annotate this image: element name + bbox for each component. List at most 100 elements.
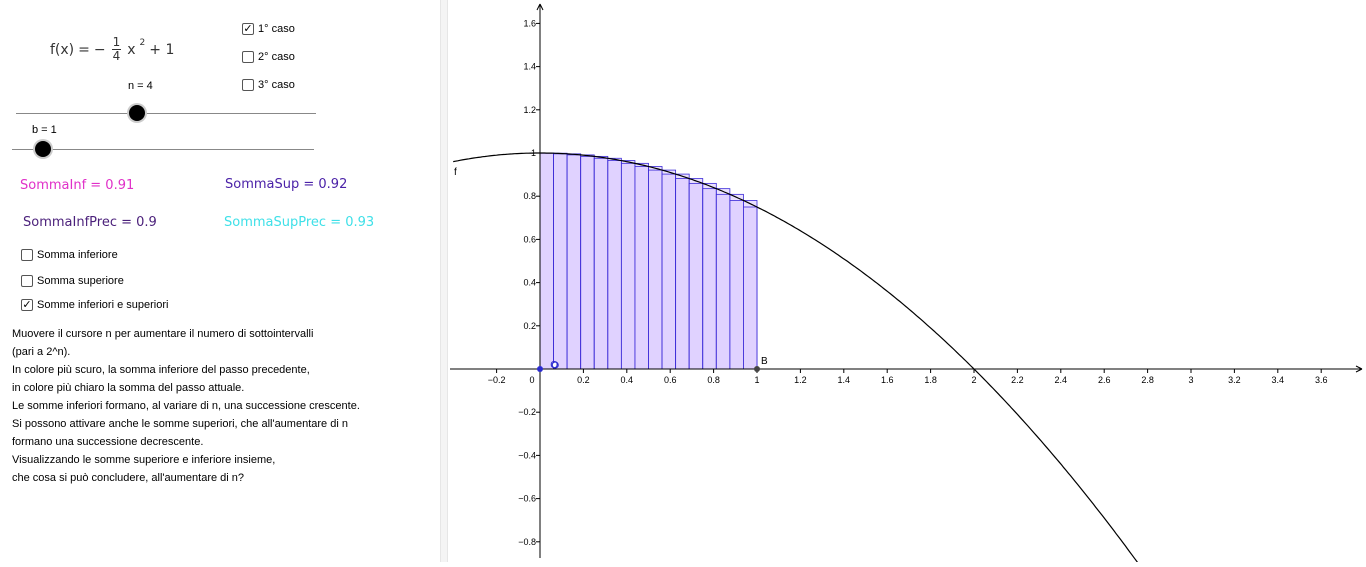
x-tick-label: 2.2 <box>1011 375 1024 385</box>
formula-fraction: 1 4 <box>111 35 122 63</box>
x-tick-label: 0.2 <box>577 375 590 385</box>
slider-b-track[interactable] <box>12 149 314 150</box>
x-tick-label: 1 <box>754 375 759 385</box>
x-tick-label: 1.2 <box>794 375 807 385</box>
point-b-label: B <box>761 356 768 367</box>
slider-b-knob[interactable] <box>35 141 51 157</box>
x-tick-label: 1.8 <box>924 375 937 385</box>
slider-n-label: n = 4 <box>128 80 153 92</box>
y-axis-arrow <box>536 3 544 11</box>
x-tick-label: 0.8 <box>707 375 720 385</box>
option-lower-checkbox[interactable]: Somma inferiore <box>21 249 118 261</box>
case-1-label: 1° caso <box>258 23 295 35</box>
case-2-box[interactable] <box>242 51 254 63</box>
case-1-checkbox[interactable]: ✓ 1° caso <box>242 23 295 35</box>
y-tick-label: 1.4 <box>523 62 536 72</box>
x-tick-label: 2.8 <box>1141 375 1154 385</box>
option-upper-checkbox[interactable]: Somma superiore <box>21 275 124 287</box>
x-tick-label: 2 <box>971 375 976 385</box>
somma-inf-prec-value: SommaInfPrec = 0.9 <box>23 215 157 230</box>
slider-b-label: b = 1 <box>32 124 57 136</box>
graphics-view[interactable]: −0.2 0 0.2 0.4 0.6 0.8 1 1.2 1.4 1.6 1.8 2 2.2 2.4 2.6… <box>448 0 1366 567</box>
somma-sup-value: SommaSup = 0.92 <box>225 177 348 192</box>
formula-power: 2 <box>139 37 146 48</box>
point-o <box>551 361 559 369</box>
y-tick-label: 0.2 <box>523 321 536 331</box>
instruction-line: formano una successione decrescente. <box>12 436 204 448</box>
point-a <box>537 366 543 372</box>
instruction-line: Le somme inferiori formano, al variare d… <box>12 400 360 412</box>
instruction-line: Si possono attivare anche le somme super… <box>12 418 348 430</box>
x-tick-label: 1.6 <box>881 375 894 385</box>
formula-variable: x <box>127 41 136 58</box>
instruction-line: Visualizzando le somme superiore e infer… <box>12 454 276 466</box>
case-1-box[interactable]: ✓ <box>242 23 254 35</box>
y-tick-label: 1.6 <box>523 18 536 28</box>
y-tick-label: 0.6 <box>523 234 536 244</box>
case-3-box[interactable] <box>242 79 254 91</box>
x-tick-label: −0.2 <box>488 375 506 385</box>
case-2-label: 2° caso <box>258 51 295 63</box>
x-tick-label: 1.4 <box>838 375 851 385</box>
lower-sum-rect <box>539 152 554 370</box>
x-tick-label: 3 <box>1188 375 1193 385</box>
lower-sum-rect <box>743 206 758 370</box>
x-axis-arrow <box>1355 365 1363 373</box>
tick-labels: −0.2 0 0.2 0.4 0.6 0.8 1 1.2 1.4 1.6 1.8 2 2.2 2.4 2.6… <box>488 18 1328 546</box>
slider-n-knob[interactable] <box>129 105 145 121</box>
x-tick-label: 3.2 <box>1228 375 1241 385</box>
instruction-line: in colore più chiaro la somma del passo … <box>12 382 245 394</box>
riemann-rectangles <box>539 152 758 370</box>
formula-sign: − <box>93 41 106 58</box>
option-upper-label: Somma superiore <box>37 275 124 287</box>
x-tick-label: 2.4 <box>1055 375 1068 385</box>
case-3-checkbox[interactable]: 3° caso <box>242 79 295 91</box>
lower-sum-rect <box>702 188 717 370</box>
case-2-checkbox[interactable]: 2° caso <box>242 51 295 63</box>
option-both-checkbox[interactable]: ✓ Somme inferiori e superiori <box>21 299 168 311</box>
instruction-line: In colore più scuro, la somma inferiore … <box>12 364 310 376</box>
option-upper-box[interactable] <box>21 275 33 287</box>
function-plot[interactable]: −0.2 0 0.2 0.4 0.6 0.8 1 1.2 1.4 1.6 1.8 2 2.2 2.4 2.6… <box>448 0 1366 567</box>
fraction-denominator: 4 <box>112 49 121 63</box>
lower-sum-rect <box>675 178 690 370</box>
axes <box>450 3 1363 558</box>
y-tick-label: 0.8 <box>523 191 536 201</box>
x-tick-label: 0.4 <box>621 375 634 385</box>
x-tick-label: 3.4 <box>1272 375 1285 385</box>
function-label: f <box>454 167 457 178</box>
x-tick-label: 2.6 <box>1098 375 1111 385</box>
lower-sum-rect <box>566 154 582 370</box>
option-both-label: Somme inferiori e superiori <box>37 299 169 311</box>
lower-sum-rect <box>593 157 609 370</box>
y-tick-label: −0.2 <box>518 407 536 417</box>
lower-sum-rect <box>634 166 649 370</box>
lower-sum-rect <box>661 173 677 370</box>
instructions-text: Muovere il cursore n per aumentare il nu… <box>12 325 432 487</box>
fraction-numerator: 1 <box>111 35 122 50</box>
point-b <box>754 366 760 372</box>
formula-eq: = <box>78 41 90 58</box>
lower-sum-rect <box>620 162 636 370</box>
slider-n-track[interactable] <box>16 113 316 114</box>
instruction-line: che cosa si può concludere, all'aumentar… <box>12 472 245 484</box>
option-lower-box[interactable] <box>21 249 33 261</box>
instruction-line: (pari a 2^n). <box>12 346 71 358</box>
points: f O B <box>454 167 768 372</box>
panel-divider[interactable] <box>440 0 448 562</box>
option-both-box[interactable]: ✓ <box>21 299 33 311</box>
lower-sum-rect <box>715 193 731 370</box>
lower-sum-rect <box>688 182 704 370</box>
x-tick-label: 0.6 <box>664 375 677 385</box>
lower-sum-rect <box>553 153 568 370</box>
option-lower-label: Somma inferiore <box>37 249 118 261</box>
formula-tail: + 1 <box>149 41 175 58</box>
x-tick-label: 0 <box>529 375 534 385</box>
x-tick-label: 3.6 <box>1315 375 1328 385</box>
lower-sum-rect <box>648 169 663 370</box>
point-o-label: O <box>550 360 558 371</box>
instruction-line: Muovere il cursore n per aumentare il nu… <box>12 328 314 340</box>
y-tick-label: 1.2 <box>523 105 536 115</box>
